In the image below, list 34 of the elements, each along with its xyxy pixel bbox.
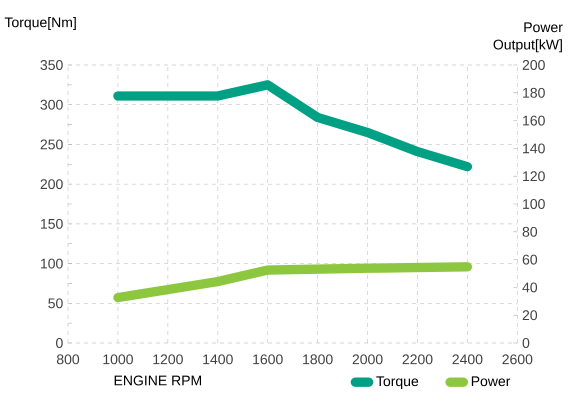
y2-tick-label: 40 (522, 282, 538, 292)
x-tick-label: 1800 (303, 354, 333, 364)
y2-tick-label: 120 (523, 171, 545, 182)
x-tick-label: 800 (56, 354, 80, 364)
legend-label: Power (472, 376, 510, 386)
y-tick-label: 150 (41, 218, 63, 229)
y-tick-label: 0 (56, 338, 63, 348)
x-tick-label: 2400 (452, 354, 482, 364)
y-tick-label: 200 (40, 179, 63, 190)
y2-tick-label: 20 (522, 310, 538, 320)
x-axis-title: ENGINE RPM (114, 376, 202, 386)
y-tick-label: 50 (48, 298, 63, 308)
y2-tick-label: 0 (522, 338, 530, 348)
y2-axis-title: Power Output[kW] (494, 22, 563, 52)
y2-tick-label: 60 (522, 254, 538, 265)
y2-tick-label: 160 (523, 116, 545, 126)
x-tick-label: 1200 (153, 354, 183, 364)
y-tick-label: 100 (41, 258, 63, 269)
y2-tick-label: 200 (522, 60, 545, 70)
y2-tick-label: 140 (523, 143, 545, 154)
y-axis-title: Torque[Nm] (4, 17, 76, 30)
y2-tick-label: 80 (522, 226, 538, 237)
x-tick-label: 2200 (402, 354, 432, 364)
y-tick-label: 350 (40, 60, 63, 70)
y-tick-label: 250 (40, 139, 63, 150)
x-tick-label: 2600 (502, 354, 532, 364)
x-tick-label: 1400 (203, 354, 233, 364)
y-tick-label: 300 (40, 100, 63, 110)
y2-tick-label: 180 (523, 88, 545, 98)
x-tick-label: 1000 (103, 354, 133, 364)
legend-label: Torque (376, 376, 418, 389)
x-tick-label: 1600 (253, 354, 283, 364)
x-tick-label: 2000 (352, 354, 383, 364)
y2-tick-label: 100 (523, 199, 545, 209)
